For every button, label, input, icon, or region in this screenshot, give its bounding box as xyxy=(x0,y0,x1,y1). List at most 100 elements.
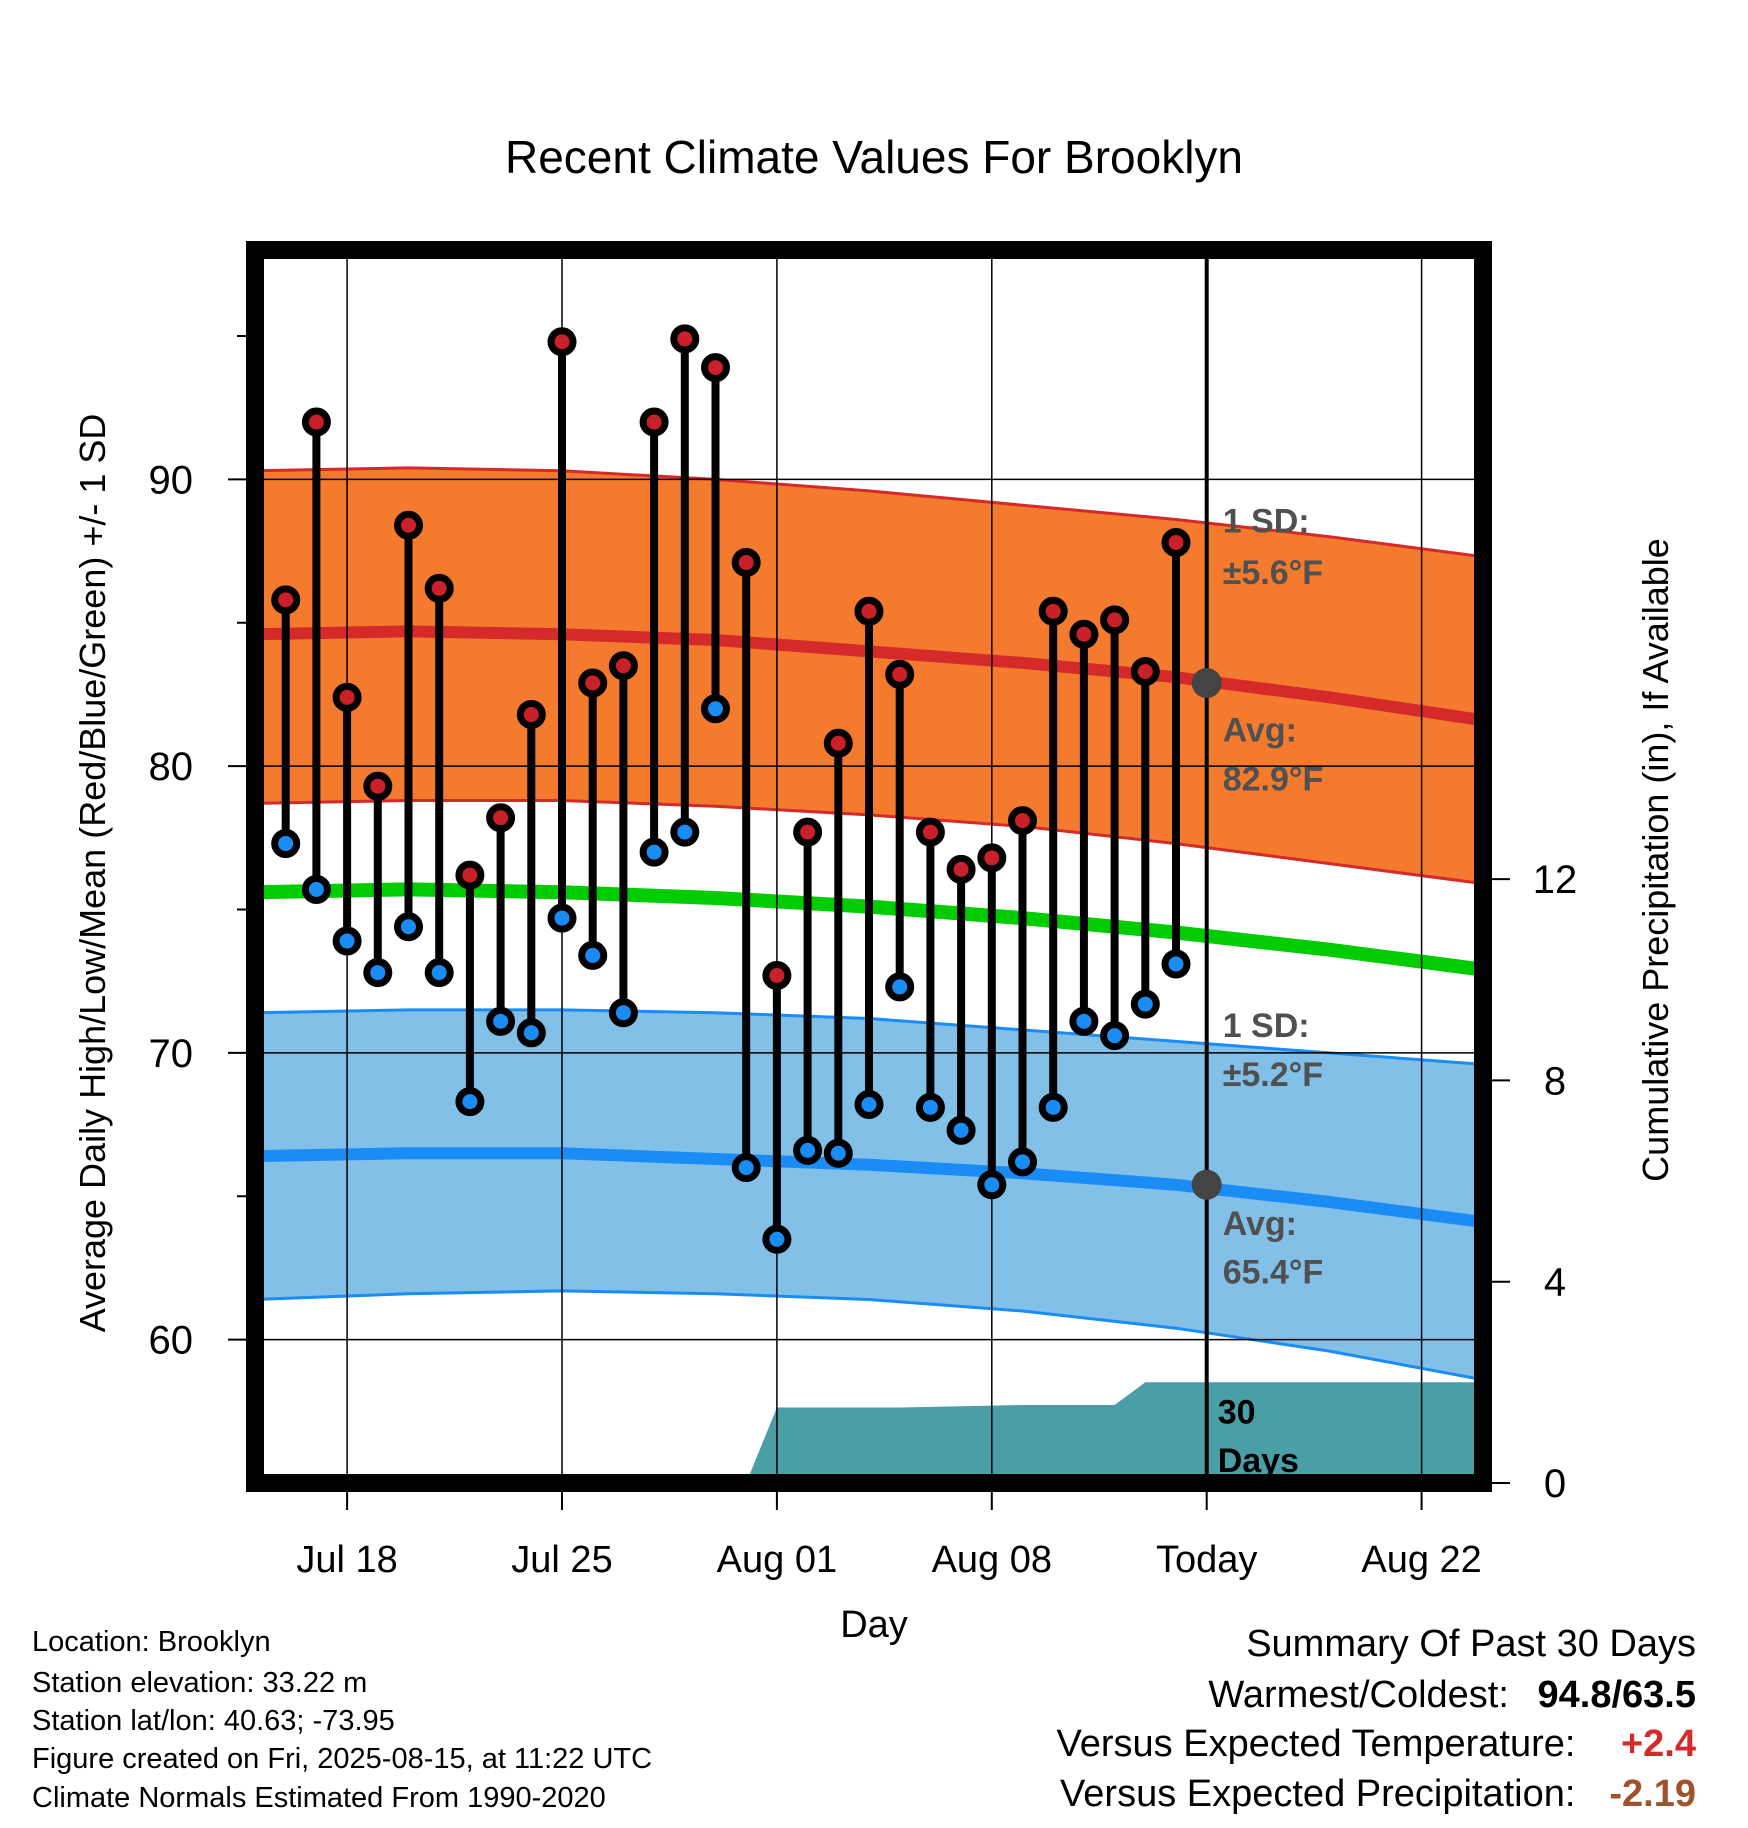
daily-low-point xyxy=(915,1092,945,1122)
daily-high-point xyxy=(1038,596,1068,626)
daily-high-point xyxy=(608,651,638,681)
y2-tick-label: 12 xyxy=(1533,858,1578,902)
precip-label: Versus Expected Precipitation: xyxy=(1060,1773,1576,1815)
precip-value: -2.19 xyxy=(1609,1773,1696,1815)
daily-high-point xyxy=(301,407,331,437)
precip-area xyxy=(746,1382,1483,1483)
high-avg-value: 82.9°F xyxy=(1223,760,1324,798)
info-latlon: Station lat/lon: 40.63; -73.95 xyxy=(32,1705,395,1737)
x-axis-label: Day xyxy=(840,1604,908,1646)
y2-axis-label: Cumulative Precipitation (in), If Availa… xyxy=(1635,538,1676,1182)
daily-high-point xyxy=(455,860,485,890)
x-tick-label: Aug 08 xyxy=(932,1539,1052,1581)
daily-low-point xyxy=(332,926,362,956)
daily-high-point xyxy=(578,668,608,698)
daily-high-point xyxy=(762,960,792,990)
daily-low-point xyxy=(608,998,638,1028)
daily-low-point xyxy=(701,694,730,724)
daily-high-point xyxy=(1069,619,1099,649)
x-tick-label: Aug 01 xyxy=(717,1539,837,1581)
daily-low-point xyxy=(670,817,700,847)
daily-low-point xyxy=(823,1138,853,1168)
info-location: Location: Brooklyn xyxy=(32,1626,271,1658)
daily-high-point xyxy=(1100,605,1130,635)
summary-title: Summary Of Past 30 Days xyxy=(1246,1623,1696,1665)
daily-high-point xyxy=(977,843,1007,873)
daily-high-point xyxy=(1130,657,1160,687)
y2-tick-label: 4 xyxy=(1544,1261,1566,1305)
daily-high-point xyxy=(885,659,915,689)
precip-days-label: Days xyxy=(1218,1442,1299,1480)
chart-title: Recent Climate Values For Brooklyn xyxy=(505,131,1243,183)
daily-high-point xyxy=(731,548,761,578)
daily-low-point xyxy=(1130,989,1160,1019)
daily-low-point xyxy=(977,1170,1007,1200)
daily-low-point xyxy=(1100,1021,1130,1051)
daily-low-point xyxy=(1038,1092,1068,1122)
low-sd-label: 1 SD: xyxy=(1223,1007,1310,1045)
warmest-value: 94.8 xyxy=(1537,1674,1612,1716)
y2-tick-label: 8 xyxy=(1544,1059,1566,1103)
high-sd-value: ±5.6°F xyxy=(1223,554,1323,592)
warm-cold-label: Warmest/Coldest: xyxy=(1208,1674,1509,1716)
daily-high-point xyxy=(946,854,976,884)
daily-high-point xyxy=(332,682,362,712)
today-high-avg-dot xyxy=(1191,667,1222,698)
daily-low-point xyxy=(271,829,301,859)
daily-low-point xyxy=(1008,1147,1037,1177)
daily-high-point xyxy=(701,353,730,383)
daily-high-point xyxy=(394,510,423,540)
plot-area: 1 SD: ±5.6°F Avg: 82.9°F 1 SD: ±5.2°F Avg: 65.4… xyxy=(149,241,1578,1581)
daily-low-point xyxy=(394,912,423,942)
daily-low-point xyxy=(578,940,608,970)
x-tick-label: Jul 25 xyxy=(511,1539,612,1581)
daily-low-point xyxy=(516,1018,546,1048)
low-avg-line xyxy=(255,1147,1483,1229)
daily-high-point xyxy=(547,327,577,357)
high-sd-label: 1 SD: xyxy=(1223,502,1310,540)
plot-frame xyxy=(246,241,1492,1492)
y-tick-label: 70 xyxy=(149,1032,194,1076)
x-tick-label: Aug 22 xyxy=(1361,1539,1481,1581)
coldest-value: 63.5 xyxy=(1622,1674,1696,1716)
daily-high-point xyxy=(424,573,454,603)
summary-warm-cold: Warmest/Coldest: 94.8/63.5 xyxy=(1208,1674,1696,1717)
daily-low-point xyxy=(547,903,577,933)
daily-high-point xyxy=(639,407,669,437)
daily-high-point xyxy=(271,585,301,615)
daily-high-point xyxy=(1161,527,1191,557)
plot-inner: 1 SD: ±5.6°F Avg: 82.9°F 1 SD: ±5.2°F Avg: 65.4… xyxy=(255,250,1483,1483)
low-sd-band-lower-edge xyxy=(255,1289,1483,1382)
daily-low-point xyxy=(1161,949,1191,979)
daily-high-point xyxy=(516,700,546,730)
daily-low-point xyxy=(301,874,331,904)
y-axis-label: Average Daily High/Low/Mean (Red/Blue/Gr… xyxy=(72,414,113,1333)
daily-low-point xyxy=(854,1089,884,1119)
summary-precip: Versus Expected Precipitation: -2.19 xyxy=(1060,1773,1696,1816)
low-avg-value: 65.4°F xyxy=(1223,1254,1324,1292)
precip-days-number: 30 xyxy=(1218,1393,1256,1431)
high-sd-band-upper-edge xyxy=(255,466,1483,559)
info-elevation: Station elevation: 33.22 m xyxy=(32,1667,368,1699)
daily-high-point xyxy=(793,817,823,847)
daily-high-point xyxy=(854,596,884,626)
daily-low-point xyxy=(424,958,454,988)
today-low-avg-dot xyxy=(1191,1169,1222,1200)
temp-value: +2.4 xyxy=(1620,1723,1696,1765)
daily-low-point xyxy=(455,1087,485,1117)
info-created: Figure created on Fri, 2025-08-15, at 11… xyxy=(32,1743,653,1775)
daily-low-point xyxy=(762,1224,792,1254)
daily-low-point xyxy=(793,1135,823,1165)
y2-tick-label: 0 xyxy=(1544,1462,1566,1506)
daily-low-point xyxy=(885,972,915,1002)
low-sd-value: ±5.2°F xyxy=(1223,1056,1323,1094)
summary-temp: Versus Expected Temperature: +2.4 xyxy=(1057,1723,1696,1766)
temp-label: Versus Expected Temperature: xyxy=(1056,1723,1576,1765)
daily-low-point xyxy=(363,958,393,988)
y-tick-label: 80 xyxy=(149,745,194,789)
y-tick-label: 60 xyxy=(149,1319,194,1363)
daily-high-point xyxy=(915,817,945,847)
daily-low-point xyxy=(1069,1006,1099,1036)
slash: / xyxy=(1611,1674,1623,1716)
